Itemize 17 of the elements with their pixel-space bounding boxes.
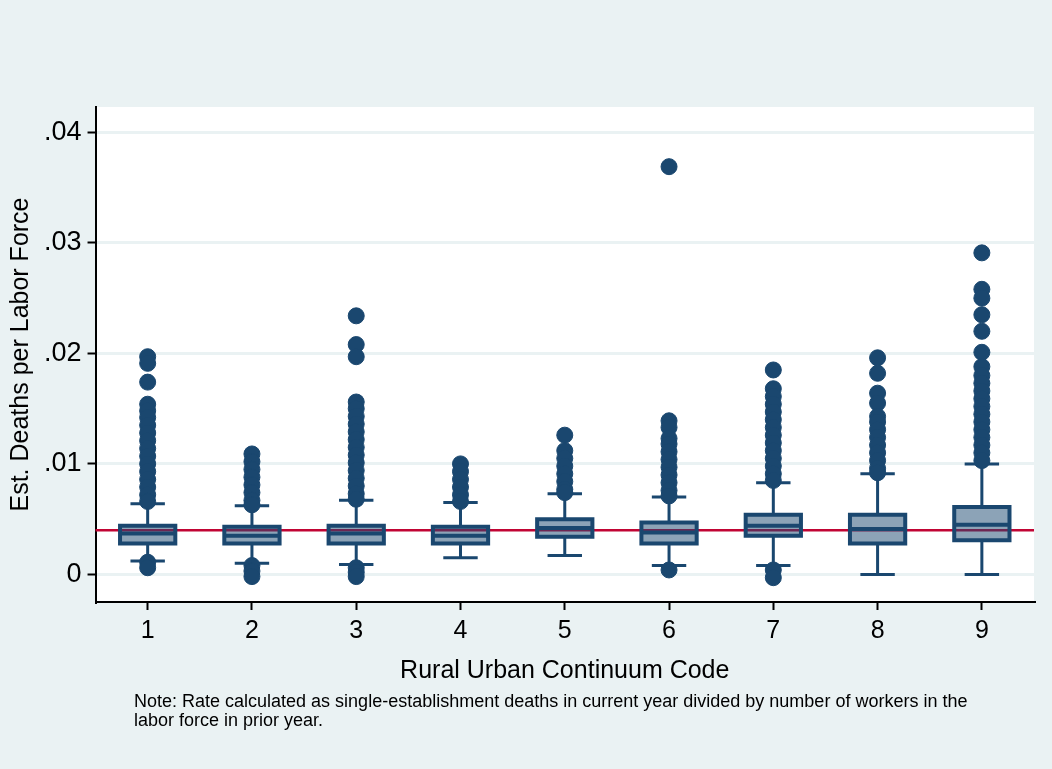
y-tick-label: .03 xyxy=(43,226,82,257)
x-tick-label: 7 xyxy=(766,614,781,643)
x-tick-label: 1 xyxy=(140,614,155,643)
y-tick-label: .01 xyxy=(43,447,82,478)
y-tick-label: .04 xyxy=(43,115,82,146)
x-axis-title: Rural Urban Continuum Code xyxy=(400,654,730,683)
y-tick-label: 0 xyxy=(66,557,82,588)
text: Note: Rate calculated as single-establishment deaths in current year divided by number of workers in the labor force in prior year. xyxy=(134,691,969,730)
x-tick-label: 4 xyxy=(453,614,468,643)
y-tick-label: .02 xyxy=(43,336,82,367)
x-tick-label: 6 xyxy=(662,614,676,643)
x-tick-label: 9 xyxy=(974,614,989,643)
x-tick-label: 3 xyxy=(349,614,364,643)
y-axis-title: Est. Deaths per Labor Force xyxy=(4,197,33,512)
x-tick-label: 5 xyxy=(557,614,572,643)
x-tick-label: 2 xyxy=(244,614,259,643)
x-tick-label: 8 xyxy=(870,614,885,643)
